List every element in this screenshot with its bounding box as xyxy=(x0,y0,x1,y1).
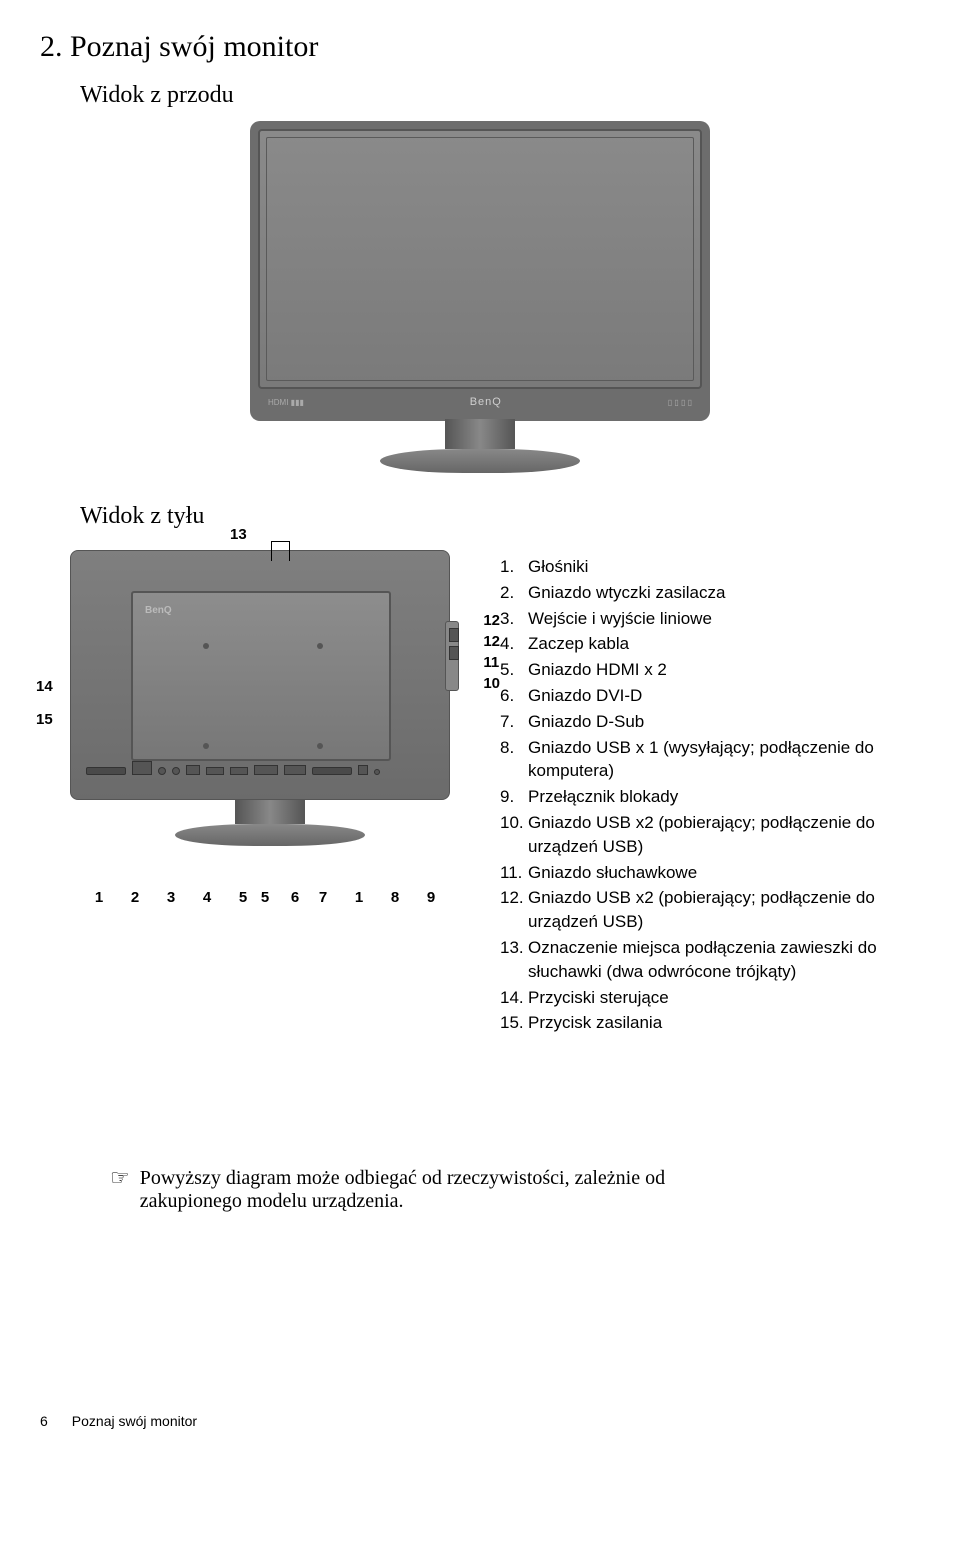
port-strip xyxy=(86,751,434,775)
note-text: Powyższy diagram może odbiegać od rzeczy… xyxy=(140,1167,750,1213)
legend-list: 1.Głośniki 2.Gniazdo wtyczki zasilacza 3… xyxy=(500,550,920,1037)
footer-section-label: Poznaj swój monitor xyxy=(72,1413,197,1429)
note: ☞ Powyższy diagram może odbiegać od rzec… xyxy=(110,1167,750,1213)
right-callouts: 12 12 11 10 xyxy=(483,612,500,692)
page-number: 6 xyxy=(40,1413,48,1429)
callout-13: 13 xyxy=(230,526,247,543)
back-view-heading: Widok z tyłu xyxy=(80,503,920,530)
page-title: 2. Poznaj swój monitor xyxy=(40,30,920,64)
front-view-heading: Widok z przodu xyxy=(80,82,920,109)
bottom-callouts: 1 2 3 4 5 5 6 7 1 8 9 xyxy=(90,889,440,906)
back-view-figure: 13 BenQ 12 xyxy=(40,550,470,846)
back-brand-label: BenQ xyxy=(145,605,172,616)
page-footer: 6 Poznaj swój monitor xyxy=(40,1413,920,1429)
monitor-brand-label: BenQ xyxy=(304,396,668,408)
front-view-figure: HDMI ▮▮▮ BenQ ▯ ▯ ▯ ▯ xyxy=(250,121,710,473)
hand-pointer-icon: ☞ xyxy=(110,1167,130,1213)
side-usb-block xyxy=(445,621,459,691)
left-callouts: 14 15 xyxy=(36,678,53,728)
